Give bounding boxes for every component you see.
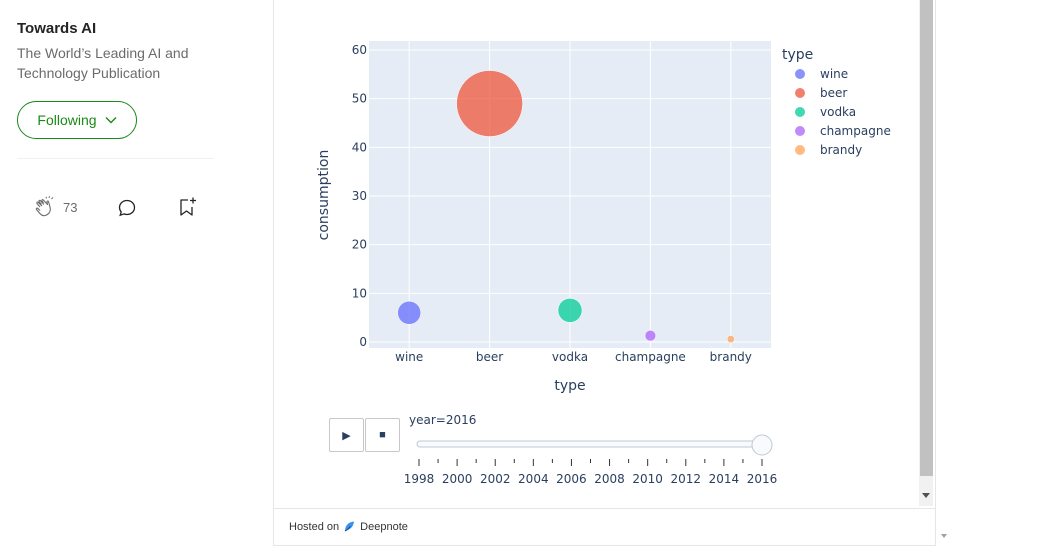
clap-count: 73 (63, 199, 78, 215)
publication-description: The World’s Leading AI and Technology Pu… (17, 45, 189, 81)
comment-icon[interactable] (116, 197, 138, 219)
hosted-prefix: Hosted on (289, 520, 340, 533)
following-label: Following (37, 112, 97, 128)
embed-frame (273, 0, 936, 546)
scroll-down-arrow[interactable] (922, 493, 930, 498)
hosted-brand: Deepnote (360, 520, 408, 533)
embed-footer-divider (274, 508, 935, 509)
page-scroll-down-arrow[interactable] (941, 534, 947, 538)
publication-name[interactable]: Towards AI (17, 20, 97, 37)
clap-button[interactable]: 73 (33, 195, 77, 219)
clap-icon (35, 196, 54, 217)
chevron-down-icon (105, 117, 117, 124)
hosted-on-footer[interactable]: Hosted on Deepnote (289, 520, 408, 533)
bookmark-add-icon[interactable] (176, 196, 198, 218)
sidebar-divider (17, 158, 214, 159)
play-button[interactable]: ▶ (329, 418, 364, 452)
following-button[interactable]: Following (17, 101, 137, 139)
stop-button[interactable]: ■ (365, 418, 400, 452)
embed-scrollbar-thumb[interactable] (920, 0, 933, 476)
deepnote-logo-icon (344, 521, 355, 532)
